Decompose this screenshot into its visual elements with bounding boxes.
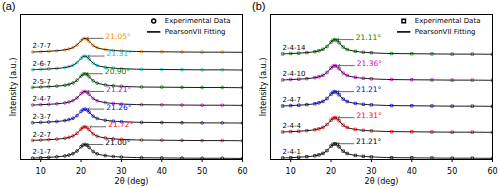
svg-text:Experimental Data: Experimental Data <box>165 17 231 25</box>
svg-text:21.31°: 21.31° <box>107 49 132 58</box>
svg-text:2θ (deg): 2θ (deg) <box>115 177 149 186</box>
svg-text:2-5-7: 2-5-7 <box>33 78 51 86</box>
svg-text:21.31°: 21.31° <box>357 111 382 120</box>
svg-text:21.26°: 21.26° <box>106 103 131 112</box>
svg-text:21.21°: 21.21° <box>356 85 381 94</box>
svg-text:2-6-7: 2-6-7 <box>33 60 51 68</box>
svg-text:2-4-7: 2-4-7 <box>33 95 51 103</box>
svg-text:21.72°: 21.72° <box>108 120 133 129</box>
svg-text:PearsonVII Fitting: PearsonVII Fitting <box>415 28 476 36</box>
svg-text:40: 40 <box>407 167 417 176</box>
svg-text:20.90°: 20.90° <box>105 67 130 76</box>
svg-text:2-2-7: 2-2-7 <box>33 131 51 139</box>
svg-text:2-7-7: 2-7-7 <box>33 42 51 50</box>
html-text:(b): (b) <box>252 0 266 12</box>
svg-text:PearsonVII Fitting: PearsonVII Fitting <box>165 28 226 36</box>
svg-text:2-3-7: 2-3-7 <box>33 113 51 121</box>
svg-text:2-4-14: 2-4-14 <box>283 44 306 52</box>
svg-text:10: 10 <box>36 167 46 176</box>
svg-text:50: 50 <box>447 167 457 176</box>
svg-text:21.36°: 21.36° <box>357 59 382 68</box>
svg-text:60: 60 <box>237 167 247 176</box>
svg-text:20: 20 <box>326 167 336 176</box>
svg-text:2-4-7: 2-4-7 <box>283 96 301 104</box>
svg-text:40: 40 <box>157 167 167 176</box>
svg-text:30: 30 <box>116 167 126 176</box>
svg-text:21.11°: 21.11° <box>356 33 381 42</box>
svg-text:30: 30 <box>366 167 376 176</box>
svg-text:60: 60 <box>487 167 497 176</box>
html-text:(a): (a) <box>2 0 16 12</box>
svg-text:2-1-7: 2-1-7 <box>33 148 51 156</box>
svg-text:50: 50 <box>197 167 207 176</box>
svg-text:Intensity (a.u.): Intensity (a.u.) <box>259 58 268 117</box>
svg-text:Experimental Data: Experimental Data <box>415 17 481 25</box>
svg-text:21.05°: 21.05° <box>105 32 130 41</box>
svg-text:2-4-4: 2-4-4 <box>283 122 302 130</box>
svg-text:2-4-1: 2-4-1 <box>283 148 301 156</box>
svg-text:21.00°: 21.00° <box>105 138 130 147</box>
svg-text:21.21°: 21.21° <box>106 85 131 94</box>
svg-text:10: 10 <box>286 167 296 176</box>
svg-text:Intensity (a.u.): Intensity (a.u.) <box>9 58 18 117</box>
svg-text:2θ (deg): 2θ (deg) <box>365 177 399 186</box>
svg-text:2-4-10: 2-4-10 <box>283 70 306 78</box>
svg-text:20: 20 <box>76 167 86 176</box>
svg-text:21.21°: 21.21° <box>356 137 381 146</box>
